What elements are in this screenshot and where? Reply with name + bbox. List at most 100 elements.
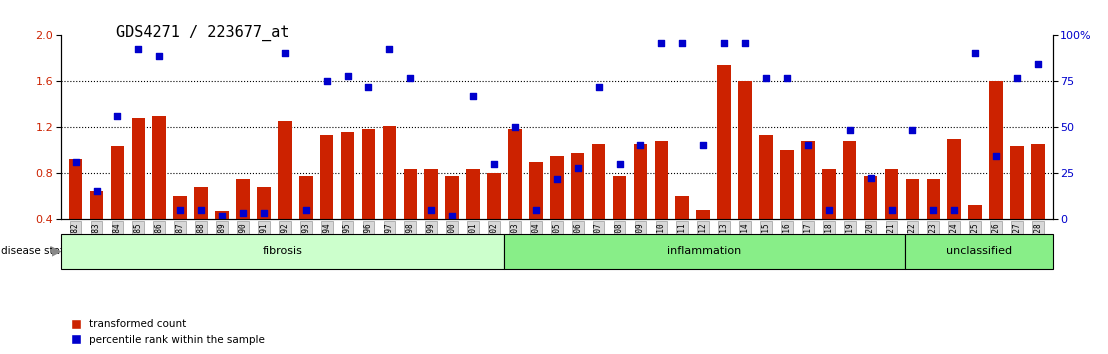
Point	[1029, 61, 1047, 67]
Bar	[382, 126, 397, 266]
Bar	[194, 187, 208, 266]
Point	[172, 207, 189, 213]
Point	[653, 41, 670, 46]
Point	[695, 142, 712, 148]
Bar	[905, 179, 920, 266]
Point	[213, 213, 230, 219]
Bar	[341, 132, 355, 266]
Point	[151, 53, 168, 59]
Bar	[968, 205, 982, 266]
Bar	[299, 176, 312, 266]
Point	[736, 41, 753, 46]
Bar	[613, 176, 626, 266]
Text: inflammation: inflammation	[667, 246, 741, 256]
Point	[506, 125, 524, 130]
Bar	[132, 118, 145, 266]
Bar	[947, 139, 961, 266]
Bar	[738, 81, 752, 266]
Bar	[780, 150, 793, 266]
Point	[966, 50, 984, 56]
Bar	[529, 162, 543, 266]
Point	[276, 50, 294, 56]
Point	[401, 75, 419, 81]
Text: ▶: ▶	[52, 245, 62, 258]
Bar	[320, 136, 334, 266]
Point	[339, 73, 357, 79]
Point	[193, 207, 211, 213]
Point	[130, 46, 147, 52]
Bar	[361, 129, 376, 266]
Bar	[445, 176, 459, 266]
Point	[841, 127, 859, 132]
Point	[632, 142, 649, 148]
Point	[1008, 75, 1026, 81]
Bar	[989, 81, 1003, 266]
Text: disease state: disease state	[1, 246, 71, 256]
Bar	[717, 65, 731, 266]
Bar	[759, 136, 772, 266]
Bar	[634, 143, 647, 266]
Point	[443, 213, 461, 219]
Bar	[843, 141, 856, 266]
Point	[716, 41, 733, 46]
Bar	[153, 116, 166, 266]
Bar	[926, 179, 941, 266]
Bar	[173, 196, 187, 266]
Point	[778, 75, 796, 81]
Bar	[278, 120, 291, 266]
Point	[924, 207, 942, 213]
Bar	[864, 176, 878, 266]
Point	[360, 84, 378, 90]
Point	[297, 207, 315, 213]
Text: fibrosis: fibrosis	[263, 246, 302, 256]
Point	[380, 46, 398, 52]
Legend: transformed count, percentile rank within the sample: transformed count, percentile rank withi…	[66, 315, 269, 349]
Point	[674, 41, 691, 46]
Point	[234, 210, 252, 215]
Point	[883, 207, 901, 213]
Point	[568, 165, 586, 171]
Bar	[424, 169, 438, 266]
Bar	[801, 141, 814, 266]
Bar	[466, 169, 480, 266]
Bar	[697, 210, 710, 266]
Bar	[592, 143, 605, 266]
Bar	[655, 141, 668, 266]
Point	[485, 161, 503, 167]
Point	[88, 188, 105, 194]
Bar	[403, 169, 417, 266]
Bar	[571, 153, 585, 266]
Point	[527, 207, 545, 213]
Point	[547, 176, 565, 182]
Point	[945, 207, 963, 213]
Point	[66, 159, 84, 165]
Bar	[1032, 143, 1045, 266]
Point	[862, 175, 880, 181]
Bar	[90, 191, 103, 266]
Bar	[884, 169, 899, 266]
Point	[422, 207, 440, 213]
Bar	[215, 211, 229, 266]
Point	[757, 75, 774, 81]
Point	[799, 142, 817, 148]
Bar	[1010, 146, 1024, 266]
Bar	[69, 159, 82, 266]
Point	[589, 84, 607, 90]
Point	[611, 161, 628, 167]
Point	[903, 127, 921, 132]
Point	[820, 207, 838, 213]
Bar	[550, 156, 564, 266]
Bar	[488, 173, 501, 266]
Bar	[509, 129, 522, 266]
Point	[109, 113, 126, 119]
Bar	[236, 179, 249, 266]
Point	[987, 153, 1005, 159]
Text: GDS4271 / 223677_at: GDS4271 / 223677_at	[116, 25, 289, 41]
Bar	[111, 146, 124, 266]
Bar	[257, 187, 270, 266]
Point	[318, 79, 336, 84]
Text: unclassified: unclassified	[946, 246, 1012, 256]
Point	[255, 210, 273, 215]
Point	[464, 93, 482, 99]
Bar	[822, 169, 835, 266]
